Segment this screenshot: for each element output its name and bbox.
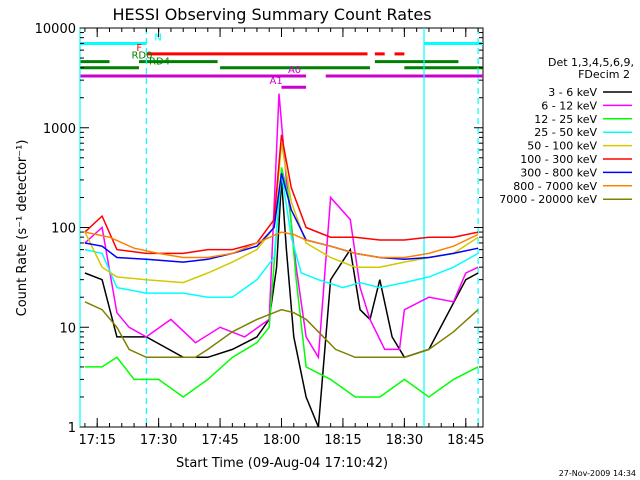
series-line-100-300-kev — [84, 134, 479, 255]
x-axis-label: Start Time (09-Aug-04 17:10:42) — [176, 456, 388, 471]
status-bar-label-f: F — [136, 43, 142, 54]
series-line-25-50-kev — [84, 173, 479, 298]
status-bar-label-rd0: RD0 — [131, 51, 152, 62]
series-line-50-100-kev — [84, 143, 479, 284]
status-bar-label-a1: A1 — [270, 76, 283, 87]
chart-title: HESSI Observing Summary Count Rates — [112, 5, 431, 24]
legend-header-line-2: FDecim 2 — [578, 68, 630, 81]
series-line-12-25-kev — [84, 167, 479, 398]
y-tick-label: 100 — [51, 222, 76, 237]
legend-label-3-6-kev: 3 - 6 keV — [548, 86, 597, 99]
legend-label-25-50-kev: 25 - 50 keV — [534, 126, 597, 139]
status-bar-label-rd4: RD4 — [149, 57, 170, 68]
legend-header-line-1: Det 1,3,4,5,6,9, — [548, 56, 634, 69]
series-line-800-7000-kev — [84, 231, 479, 259]
y-axis-ticks: 1 10 100 1000 10000 — [35, 22, 483, 436]
legend-label-6-12-kev: 6 - 12 keV — [541, 99, 597, 112]
status-bar-label-a0: A0 — [288, 65, 301, 76]
footer-timestamp: 27-Nov-2009 14:34 — [559, 469, 636, 478]
legend-label-12-25-kev: 12 - 25 keV — [534, 113, 597, 126]
x-tick-label: 18:45 — [447, 433, 484, 448]
legend-label-7000-20000-kev: 7000 - 20000 keV — [499, 193, 597, 206]
y-tick-label: 1 — [68, 421, 76, 436]
x-tick-label: 17:45 — [201, 433, 238, 448]
series-line-6-12-kev — [84, 93, 479, 360]
series-line-300-800-kev — [84, 173, 479, 263]
legend-label-300-800-kev: 300 - 800 keV — [520, 166, 597, 179]
x-tick-label: 18:30 — [386, 433, 423, 448]
series-lines — [84, 93, 479, 428]
x-axis-ticks: 17:15 17:30 17:45 18:00 18:15 18:30 18:45 — [78, 28, 485, 448]
y-tick-label: 1000 — [43, 122, 76, 137]
x-tick-label: 17:30 — [140, 433, 177, 448]
y-tick-label: 10 — [59, 321, 76, 336]
status-bar-label-n: N — [154, 32, 161, 43]
x-tick-label: 18:00 — [263, 433, 300, 448]
x-tick-label: 17:15 — [78, 433, 115, 448]
series-line-7000-20000-kev — [84, 301, 479, 359]
legend-label-100-300-kev: 100 - 300 keV — [520, 153, 597, 166]
x-tick-label: 18:15 — [324, 433, 361, 448]
legend-label-800-7000-kev: 800 - 7000 keV — [513, 180, 597, 193]
y-tick-label: 10000 — [35, 22, 76, 37]
y-axis-label: Count Rate (s⁻¹ detector⁻¹) — [15, 140, 30, 317]
legend-label-50-100-kev: 50 - 100 keV — [527, 140, 597, 153]
